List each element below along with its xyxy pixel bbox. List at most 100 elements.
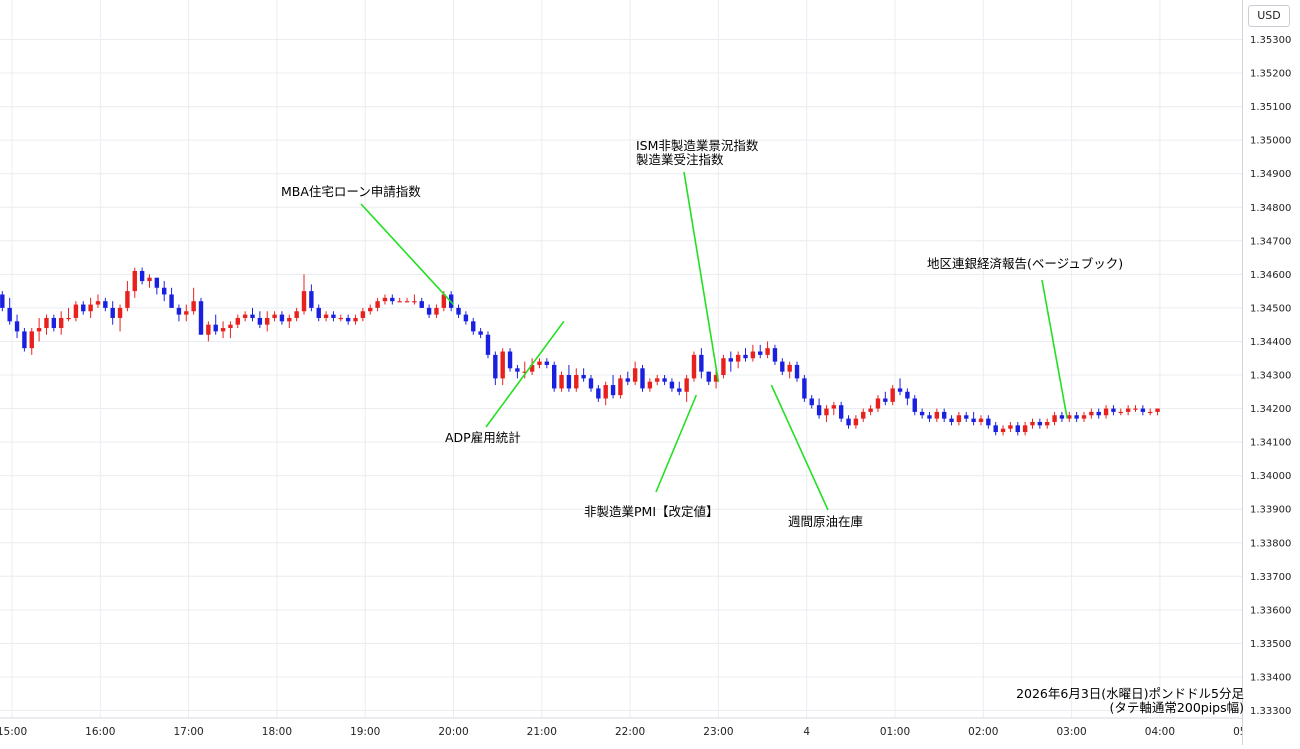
candle: [382, 294, 388, 305]
candle: [581, 368, 586, 382]
candle: [287, 314, 292, 329]
x-tick-label: 22:00: [615, 726, 645, 738]
candle: [184, 304, 189, 322]
candle: [588, 375, 594, 392]
annotations: MBA住宅ローン申請指数 ADP雇用統計 ISM非製造業景況指数製造業受注指数非製造…: [281, 138, 1123, 529]
candle-body: [868, 408, 873, 412]
candle-body: [507, 351, 513, 369]
x-tick-label: 20:00: [438, 726, 468, 738]
currency-label[interactable]: USD: [1248, 5, 1290, 27]
annotation-leader-line: [655, 394, 698, 493]
candle-body: [1081, 415, 1087, 419]
candle-body: [515, 368, 520, 372]
candle: [29, 328, 34, 355]
candle: [912, 395, 917, 416]
candle-body: [463, 314, 469, 322]
candle-body: [544, 361, 550, 365]
annotation-label: 地区連銀経済報告(ベージュブック): [927, 256, 1123, 271]
x-tick-label: 21:00: [527, 726, 557, 738]
candle: [250, 307, 255, 322]
candle: [110, 301, 115, 325]
candle: [265, 311, 270, 332]
candle: [213, 314, 218, 335]
candle: [949, 415, 954, 426]
candle: [323, 311, 329, 322]
candle-body: [647, 381, 653, 389]
candle: [897, 378, 903, 396]
candle: [301, 274, 307, 315]
annotation-label: ISM非製造業景況指数: [636, 138, 759, 153]
candle-body: [235, 317, 240, 325]
candle-body: [824, 408, 829, 416]
candle-body: [419, 301, 424, 308]
candle: [728, 351, 733, 372]
annotation-label: ADP雇用統計: [445, 430, 521, 445]
y-tick-label: 1.34600: [1250, 270, 1291, 281]
candle-body: [412, 301, 417, 303]
y-tick-label: 1.35200: [1250, 69, 1291, 80]
candle-body: [669, 381, 675, 389]
candle: [1133, 405, 1138, 412]
candle: [750, 344, 756, 362]
candle: [485, 331, 491, 359]
candle: [559, 371, 564, 392]
candle: [846, 415, 851, 429]
y-tick-label: 1.33300: [1250, 706, 1291, 717]
candle: [647, 378, 653, 392]
candle: [1022, 421, 1028, 436]
y-tick-label: 1.34300: [1250, 371, 1291, 382]
candle-body: [655, 378, 660, 382]
candle-body: [88, 304, 93, 312]
y-tick-label: 1.33700: [1250, 572, 1291, 583]
candle: [1118, 408, 1123, 416]
candle: [640, 364, 645, 392]
candle-body: [198, 301, 204, 335]
candle: [58, 311, 64, 335]
candle-body: [294, 311, 299, 318]
chart-grid: [0, 0, 1249, 718]
candle-body: [816, 405, 822, 416]
candle-body: [529, 364, 535, 372]
candle-body: [309, 291, 314, 308]
annotation: 非製造業PMI【改定値】: [584, 394, 719, 519]
y-tick-label: 1.34000: [1250, 471, 1291, 482]
candle-body: [154, 277, 160, 288]
candle-body: [780, 361, 785, 372]
candle-body: [750, 351, 756, 359]
y-tick-label: 1.35300: [1250, 35, 1291, 46]
annotation: MBA住宅ローン申請指数: [281, 184, 455, 306]
candle: [125, 281, 130, 312]
candle-body: [1125, 408, 1131, 412]
candle: [1111, 405, 1116, 416]
candle: [73, 301, 79, 322]
candle: [883, 391, 888, 406]
candle: [743, 348, 748, 362]
candle-body: [1148, 411, 1153, 414]
candle: [463, 311, 469, 325]
price-axis: 1.35300 1.35200 1.35100 1.35000 1.34900 1.348…: [1242, 0, 1300, 745]
candle: [772, 344, 778, 365]
candle-body: [610, 385, 616, 396]
candle: [1074, 411, 1079, 422]
candle-body: [1111, 408, 1116, 412]
candle-body: [73, 304, 79, 318]
y-tick-label: 1.34100: [1250, 438, 1291, 449]
candle-body: [257, 317, 263, 325]
candle-body: [1022, 425, 1028, 433]
candle-body: [471, 321, 476, 332]
candle: [368, 304, 373, 315]
candle: [294, 307, 299, 322]
candle-body: [772, 348, 778, 362]
candle-body: [213, 324, 218, 332]
candle-body: [375, 301, 380, 308]
candle: [228, 321, 233, 339]
candle-body: [905, 391, 910, 399]
candle: [1000, 425, 1006, 436]
y-tick-label: 1.33800: [1250, 538, 1291, 549]
y-tick-label: 1.34700: [1250, 236, 1291, 247]
x-tick-label: 23:00: [703, 726, 733, 738]
candle-body: [551, 364, 557, 389]
candle: [684, 375, 689, 402]
candle-body: [978, 418, 984, 422]
candle-body: [426, 307, 432, 315]
